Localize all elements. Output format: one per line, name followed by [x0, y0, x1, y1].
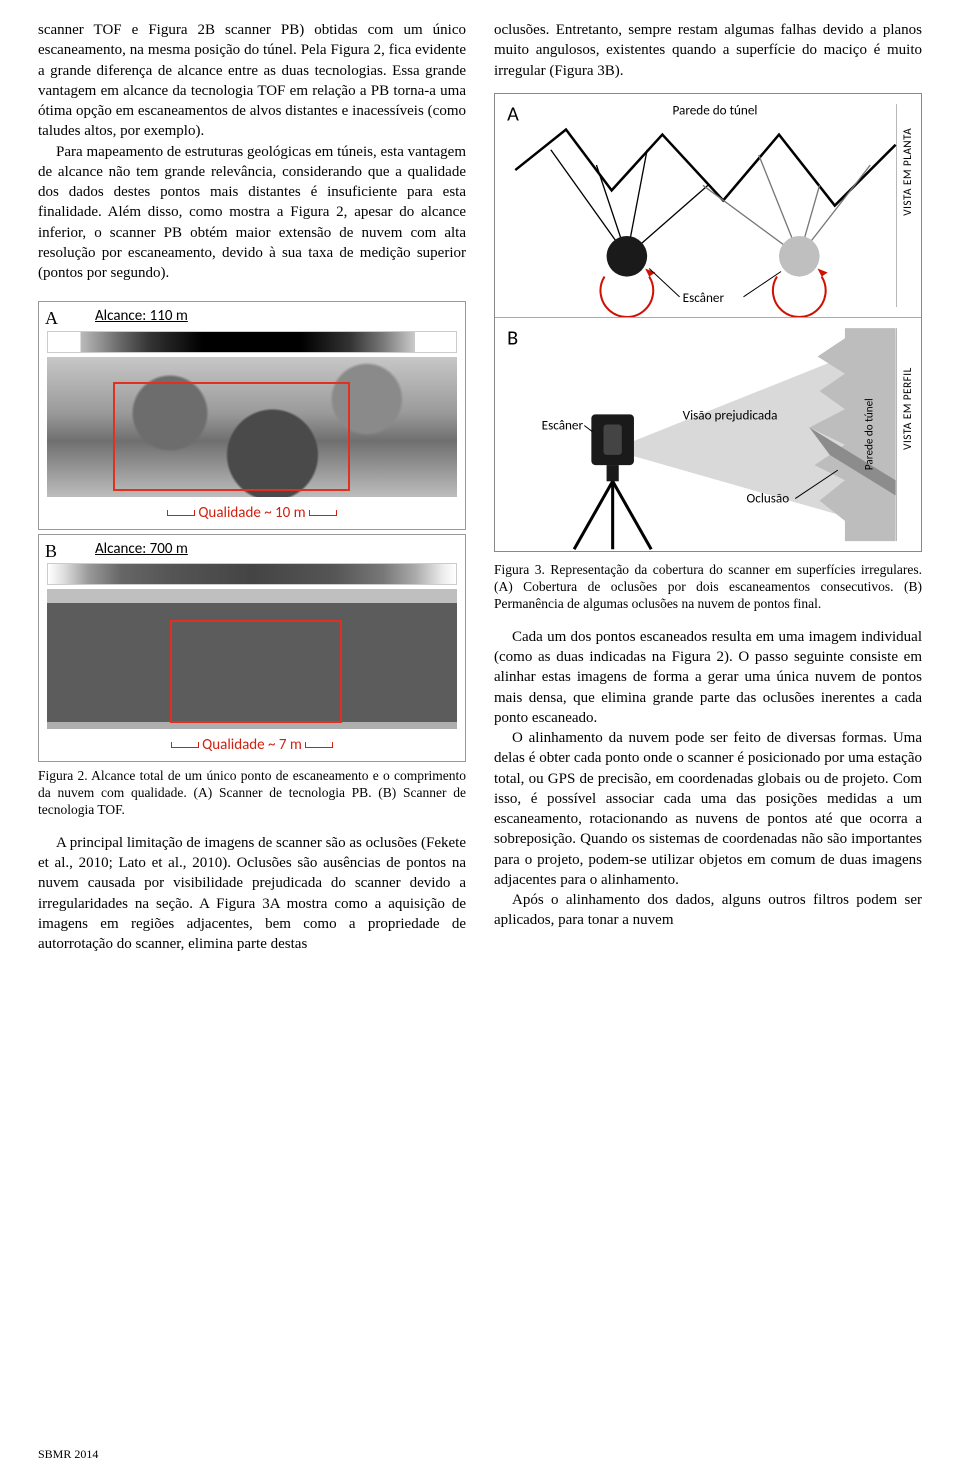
- figure-2-a-alcance: Alcance: 110 m: [95, 306, 188, 326]
- figure-3-b-letter: B: [507, 326, 518, 350]
- page-footer: SBMR 2014: [38, 1446, 98, 1462]
- figure-3-a-escaner-label: Escâner: [683, 289, 725, 306]
- figure-3-caption: Figura 3. Representação da cobertura do …: [494, 562, 922, 613]
- figure-2-a-letter: A: [45, 306, 58, 330]
- left-column: scanner TOF e Figura 2B scanner PB) obti…: [38, 20, 466, 954]
- figure-2-b-alcance: Alcance: 700 m: [95, 539, 188, 559]
- figure-2-a-body: [47, 357, 457, 497]
- figure-2-b-qualidade-row: Qualidade ~ 7 m: [39, 735, 465, 755]
- figure-2-b-strip: [47, 563, 457, 585]
- figure-2-a-qualidade-row: Qualidade ~ 10 m: [39, 503, 465, 523]
- figure-3-b-side-label: VISTA EM PERFIL: [900, 367, 914, 450]
- figure-3-a-svg: A Parede do túnel: [495, 94, 921, 317]
- figure-2-panel-b: B Alcance: 700 m Qualidade ~ 7 m: [38, 534, 466, 763]
- figure-3-a-parede-label: Parede do túnel: [673, 101, 758, 118]
- right-para-3: O alinhamento da nuvem pode ser feito de…: [494, 728, 922, 890]
- right-para-4: Após o alinhamento dos dados, alguns out…: [494, 890, 922, 931]
- figure-3-a-scanner-2: [779, 236, 820, 277]
- figure-2-b-redbox: [170, 620, 342, 724]
- figure-3-a-arrow-2: [773, 276, 826, 316]
- figure-2-a-redbox: [113, 382, 351, 491]
- right-para-2: Cada um dos pontos escaneados resulta em…: [494, 627, 922, 728]
- figure-3: A Parede do túnel: [494, 93, 922, 552]
- figure-3-b-escaner-label: Escâner: [542, 416, 584, 433]
- figure-3-a-letter: A: [507, 102, 519, 126]
- left-para-1: scanner TOF e Figura 2B scanner PB) obti…: [38, 20, 466, 142]
- figure-3-b-svg: B Escâner Visão: [495, 318, 921, 551]
- figure-3-b-visao-label: Visão prejudicada: [683, 406, 778, 423]
- figure-3-b-parede-side-label: Parede do túnel: [861, 398, 875, 470]
- figure-2-b-qualidade: Qualidade ~ 7 m: [202, 736, 302, 754]
- left-para-3: A principal limitação de imagens de scan…: [38, 833, 466, 955]
- figure-3-a: A Parede do túnel: [495, 94, 921, 317]
- figure-3-b: B Escâner Visão: [495, 318, 921, 551]
- figure-2-b-body: [47, 589, 457, 729]
- figure-2: A Alcance: 110 m Qualidade ~ 10 m B Alca…: [38, 301, 466, 762]
- left-para-2: Para mapeamento de estruturas geológicas…: [38, 142, 466, 284]
- figure-3-a-side-label: VISTA EM PLANTA: [900, 128, 914, 216]
- figure-3-a-wall: [515, 129, 895, 205]
- figure-3-a-arrow-1: [600, 276, 653, 316]
- figure-2-panel-a: A Alcance: 110 m Qualidade ~ 10 m: [38, 301, 466, 530]
- figure-2-a-qualidade: Qualidade ~ 10 m: [198, 504, 305, 522]
- figure-2-a-strip: [47, 331, 457, 353]
- right-column: oclusões. Entretanto, sempre restam algu…: [494, 20, 922, 954]
- figure-3-b-oclusao-label: Oclusão: [747, 489, 790, 506]
- right-para-1: oclusões. Entretanto, sempre restam algu…: [494, 20, 922, 81]
- figure-2-b-letter: B: [45, 539, 57, 563]
- figure-3-a-scanner-1: [607, 236, 648, 277]
- figure-2-caption: Figura 2. Alcance total de um único pont…: [38, 768, 466, 819]
